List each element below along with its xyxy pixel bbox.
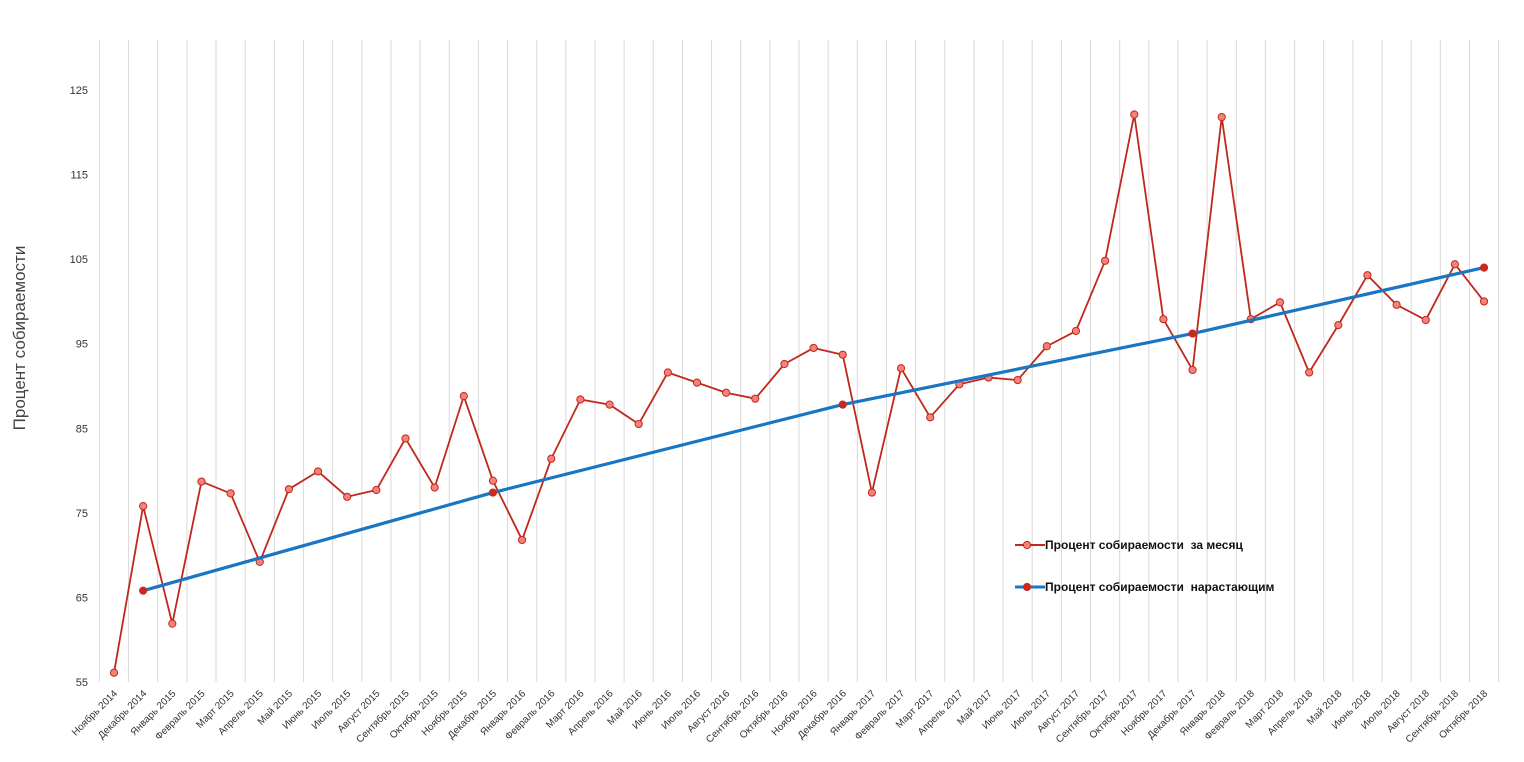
y-tick-label: 75 [76, 508, 88, 520]
x-tick-label: Декабрь 2015 [445, 687, 499, 741]
data-point-cumulative [488, 488, 498, 497]
x-tick-label: Декабрь 2017 [1145, 687, 1199, 741]
data-point-monthly [1042, 342, 1051, 351]
y-tick-label: 85 [76, 423, 88, 435]
data-point-monthly [1305, 368, 1314, 377]
data-point-monthly [109, 668, 119, 677]
y-tick-label: 105 [70, 254, 88, 266]
x-tick-label: Октябрь 2018 [1437, 687, 1491, 741]
data-point-monthly [1130, 110, 1139, 119]
data-point-monthly [313, 467, 323, 476]
data-point-monthly [1013, 375, 1022, 385]
data-point-monthly [867, 488, 877, 497]
data-point-monthly [1421, 315, 1430, 325]
data-point-monthly [780, 359, 789, 369]
data-point-monthly [722, 388, 731, 397]
legend-label-monthly: Процент собираемости за месяц [1045, 538, 1243, 552]
x-tick-label: Сентябрь 2017 [1053, 687, 1111, 745]
data-point-cumulative [838, 400, 847, 409]
data-point-monthly [226, 489, 235, 498]
legend-swatch-monthly [1015, 540, 1045, 550]
vertical-gridlines [98, 40, 1500, 682]
data-point-cumulative [1188, 329, 1197, 338]
data-point-monthly [343, 492, 352, 501]
data-point-monthly [547, 454, 556, 463]
data-point-monthly [430, 483, 439, 492]
data-point-monthly [926, 413, 935, 422]
data-point-monthly [1479, 297, 1489, 306]
x-tick-label: Октябрь 2016 [737, 687, 791, 741]
y-tick-label: 95 [76, 339, 88, 351]
x-tick-label: Октябрь 2015 [387, 687, 441, 741]
data-point-monthly [1363, 271, 1372, 280]
data-point-monthly [1217, 112, 1226, 122]
data-point-monthly [838, 350, 847, 359]
y-tick-label: 65 [76, 592, 88, 604]
y-tick-label: 55 [76, 677, 88, 689]
data-point-monthly [1101, 256, 1110, 265]
data-point-monthly [1275, 298, 1285, 307]
y-axis-title: Процент собираемости [10, 245, 29, 431]
x-tick-label: Декабрь 2014 [96, 687, 150, 741]
legend-label-cumulative: Процент собираемости нарастающим [1045, 580, 1275, 594]
data-point-monthly [139, 501, 148, 511]
data-point-monthly [459, 392, 468, 401]
series-cumulative [139, 263, 1489, 595]
data-point-monthly [634, 419, 643, 429]
data-point-monthly [488, 476, 498, 485]
y-tick-label: 115 [70, 170, 88, 182]
x-tick-label: Сентябрь 2015 [354, 687, 412, 745]
series-line-cumulative [142, 266, 1485, 593]
y-tick-label: 125 [70, 85, 88, 97]
legend-item-cumulative: Процент собираемости нарастающим [1015, 575, 1274, 617]
data-point-monthly [896, 364, 906, 373]
data-point-monthly [1392, 300, 1401, 309]
x-tick-label: Сентябрь 2016 [704, 687, 762, 745]
data-point-monthly [751, 394, 760, 403]
data-point-cumulative [1479, 263, 1489, 272]
data-point-monthly [576, 395, 585, 404]
data-point-monthly [1071, 326, 1081, 336]
data-point-monthly [1450, 260, 1460, 269]
data-point-monthly [197, 477, 206, 486]
data-point-monthly [663, 368, 672, 377]
x-tick-label: Октябрь 2017 [1087, 687, 1141, 741]
data-point-monthly [1334, 321, 1343, 330]
legend: Процент собираемости за месяц Процент со… [1015, 533, 1274, 617]
data-point-monthly [605, 400, 614, 409]
series-monthly [109, 110, 1489, 677]
data-point-monthly [518, 535, 527, 545]
x-tick-label: Декабрь 2016 [795, 687, 849, 741]
data-point-monthly [692, 378, 702, 387]
data-point-monthly [284, 485, 293, 494]
data-point-monthly [1159, 315, 1168, 324]
data-point-monthly [401, 434, 410, 443]
legend-item-monthly: Процент собираемости за месяц [1015, 533, 1274, 575]
legend-swatch-cumulative [1015, 582, 1045, 592]
x-tick-label: Сентябрь 2018 [1403, 687, 1461, 745]
data-point-monthly [372, 485, 381, 495]
y-axis-ticks: 55 65 75 85 95 105 115 125 [70, 85, 88, 689]
series-line-monthly [113, 113, 1485, 673]
data-point-monthly [809, 343, 818, 353]
data-point-monthly [1188, 365, 1197, 375]
data-point-cumulative [139, 586, 148, 595]
data-point-monthly [168, 619, 177, 628]
